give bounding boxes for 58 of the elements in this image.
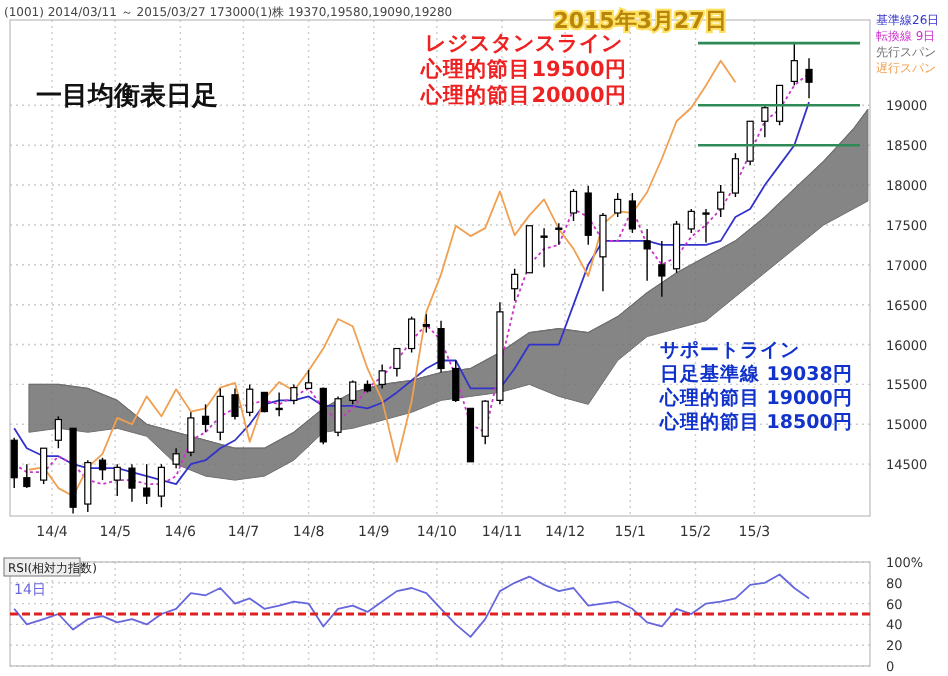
candlestick [143,463,151,505]
candlestick [569,188,578,222]
annotation: サポートライン [660,340,800,362]
candlestick [408,315,416,354]
candlestick [172,447,180,469]
candlestick [10,437,18,489]
candlestick [84,459,92,513]
candlestick [643,228,651,282]
candlestick [731,152,740,198]
candlestick [54,415,62,449]
candlestick [790,42,798,87]
candlestick [540,227,548,268]
candlestick [113,463,121,497]
candlestick [187,411,195,457]
candlestick [304,369,313,390]
candlestick [452,359,460,403]
candlestick [555,222,563,246]
candlestick [584,185,592,246]
candlestick [40,447,48,485]
candlestick [334,395,342,437]
annotation: 心理的節目 18500円 [658,410,853,434]
candlestick [378,363,386,390]
candlestick [157,463,165,508]
candlestick [525,225,533,274]
candlestick [481,399,489,445]
candlestick [275,391,283,418]
candlestick [599,212,607,292]
annotation: 心理的節目19500円 [419,56,627,82]
candlestick [805,57,813,99]
candlestick [511,268,519,302]
candlestick [746,120,754,166]
candlestick [23,463,31,489]
candlestick [128,463,136,503]
text: 一目均衡表日足 [36,82,218,112]
chart-subtitle: 2015年3月27日 [553,8,727,34]
candlestick [246,383,254,418]
candlestick [349,379,357,406]
candlestick [393,347,401,378]
candlestick [702,208,710,244]
annotation: 日足基準線 19038円 [660,362,853,386]
candlestick [614,192,622,218]
annotation: 心理的節目20000円 [419,82,627,108]
annotation: レジスタンスライン [425,32,623,56]
candlestick [216,387,224,441]
candlestick [422,313,430,334]
candlestick [201,403,210,433]
candlestick [437,319,445,374]
candlestick [231,387,239,421]
line-series [13,573,810,638]
annotation: 心理的節目 19000円 [658,386,853,410]
candlestick [672,220,681,274]
candlestick [658,240,666,298]
candlestick [761,104,769,138]
candlestick [98,457,107,481]
candlestick [290,383,298,406]
candlestick [687,208,695,234]
candlestick [628,192,636,234]
candlestick [717,184,725,218]
